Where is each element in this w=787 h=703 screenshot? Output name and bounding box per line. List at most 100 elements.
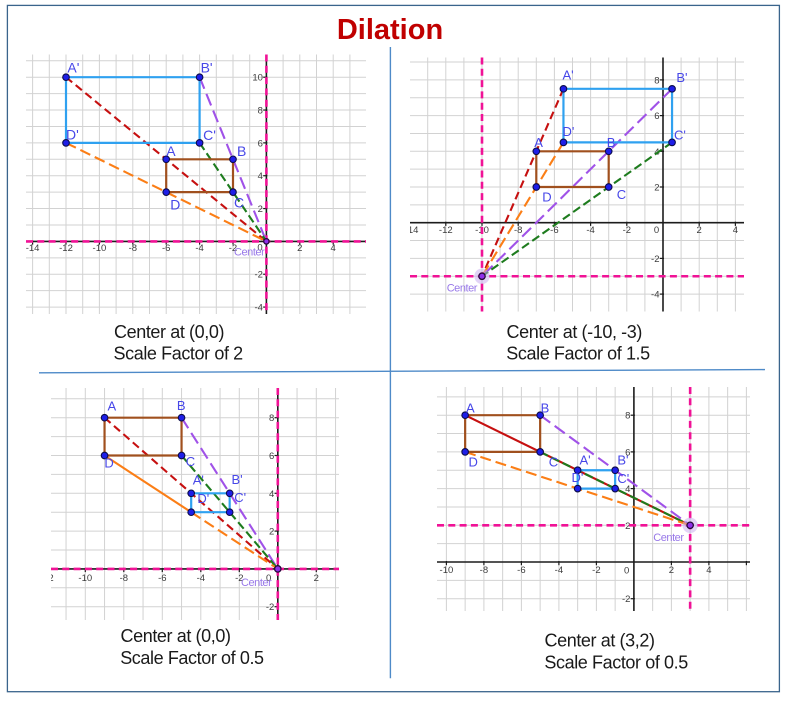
- svg-text:D': D': [197, 491, 209, 506]
- svg-text:-10: -10: [78, 573, 92, 584]
- svg-text:8: 8: [625, 411, 630, 422]
- svg-text:-10: -10: [93, 243, 107, 254]
- svg-text:B': B': [201, 60, 213, 76]
- svg-text:-6: -6: [550, 225, 558, 236]
- svg-text:-8: -8: [129, 243, 137, 254]
- svg-text:6: 6: [625, 447, 630, 458]
- svg-text:-8: -8: [480, 565, 488, 576]
- svg-text:6: 6: [654, 111, 659, 122]
- svg-text:4: 4: [258, 171, 263, 182]
- svg-text:4: 4: [733, 225, 738, 236]
- svg-text:-10: -10: [440, 565, 454, 576]
- svg-text:-4: -4: [651, 290, 659, 301]
- svg-text:-8: -8: [514, 225, 522, 236]
- svg-text:8: 8: [269, 413, 274, 424]
- svg-text:2: 2: [669, 565, 674, 576]
- svg-text:-2: -2: [592, 565, 600, 576]
- svg-text:C: C: [234, 195, 244, 211]
- svg-text:0: 0: [257, 243, 262, 254]
- svg-text:A': A': [67, 60, 79, 76]
- svg-text:2: 2: [697, 225, 702, 236]
- svg-text:-2: -2: [229, 243, 237, 254]
- svg-text:B': B': [231, 472, 242, 487]
- svg-text:4: 4: [625, 484, 630, 495]
- svg-text:A: A: [166, 143, 176, 159]
- svg-text:0: 0: [624, 565, 629, 576]
- svg-text:8: 8: [258, 106, 263, 117]
- svg-text:2: 2: [625, 521, 630, 532]
- svg-text:10: 10: [252, 73, 263, 84]
- svg-text:Scale Factor of 1.5: Scale Factor of 1.5: [506, 344, 650, 364]
- svg-text:4: 4: [706, 565, 711, 576]
- svg-text:2: 2: [654, 183, 659, 194]
- svg-text:-2: -2: [651, 254, 659, 265]
- svg-text:-2: -2: [622, 594, 630, 605]
- svg-text:-4: -4: [586, 225, 594, 236]
- svg-text:C: C: [186, 454, 195, 469]
- svg-text:C: C: [617, 187, 626, 202]
- svg-text:-6: -6: [517, 565, 525, 576]
- svg-text:Center at (0,0): Center at (0,0): [121, 626, 231, 646]
- svg-text:Center at (-10, -3): Center at (-10, -3): [507, 322, 642, 342]
- svg-text:2: 2: [269, 527, 274, 538]
- svg-text:A': A': [193, 473, 204, 488]
- svg-text:D: D: [104, 455, 113, 470]
- svg-text:D: D: [468, 454, 477, 469]
- svg-text:0: 0: [654, 225, 659, 236]
- svg-text:-4: -4: [195, 243, 203, 254]
- svg-text:4: 4: [269, 489, 274, 500]
- svg-text:2: 2: [314, 573, 319, 584]
- svg-text:-12: -12: [59, 243, 73, 254]
- svg-text:-4: -4: [254, 303, 262, 314]
- svg-text:Center: Center: [234, 247, 265, 259]
- svg-text:A: A: [534, 135, 543, 150]
- svg-text:-6: -6: [162, 243, 170, 254]
- svg-text:Center: Center: [447, 282, 478, 294]
- svg-text:A': A': [562, 67, 573, 82]
- svg-text:D: D: [542, 190, 551, 205]
- svg-text:B': B': [617, 452, 628, 467]
- svg-text:-2: -2: [254, 270, 262, 281]
- svg-text:A: A: [466, 400, 475, 415]
- svg-text:D': D': [571, 470, 583, 485]
- svg-text:Dilation: Dilation: [337, 14, 443, 46]
- svg-text:-8: -8: [120, 573, 128, 584]
- svg-text:C': C': [617, 471, 629, 486]
- svg-text:Scale Factor of 0.5: Scale Factor of 0.5: [120, 648, 264, 668]
- svg-text:2: 2: [258, 204, 263, 215]
- svg-text:8: 8: [654, 75, 659, 86]
- svg-text:D: D: [170, 197, 180, 213]
- svg-text:C': C': [674, 127, 686, 142]
- svg-text:-6: -6: [158, 573, 166, 584]
- svg-text:-2: -2: [623, 225, 631, 236]
- svg-text:-2: -2: [266, 602, 274, 613]
- svg-text:B: B: [177, 398, 186, 413]
- svg-text:A: A: [108, 398, 117, 413]
- svg-text:Center at (0,0): Center at (0,0): [114, 322, 224, 342]
- svg-text:0: 0: [266, 573, 271, 584]
- svg-text:D': D': [66, 126, 79, 142]
- svg-text:-4: -4: [197, 573, 205, 584]
- svg-text:Center: Center: [653, 532, 684, 544]
- svg-text:-4: -4: [555, 565, 563, 576]
- svg-text:-2: -2: [235, 573, 243, 584]
- svg-text:D': D': [562, 124, 574, 139]
- svg-text:-14: -14: [405, 225, 419, 236]
- svg-text:Center at (3,2): Center at (3,2): [545, 631, 655, 651]
- svg-text:B': B': [676, 70, 687, 85]
- svg-text:C': C': [203, 127, 216, 143]
- svg-text:C': C': [234, 490, 246, 505]
- svg-text:-12: -12: [40, 573, 54, 584]
- svg-text:C: C: [549, 454, 558, 469]
- svg-text:-14: -14: [26, 243, 40, 254]
- svg-text:Scale Factor of 0.5: Scale Factor of 0.5: [544, 653, 688, 673]
- svg-text:2: 2: [297, 243, 302, 254]
- svg-text:B: B: [541, 400, 550, 415]
- svg-text:B: B: [607, 135, 616, 150]
- svg-text:B: B: [237, 143, 246, 159]
- svg-text:6: 6: [258, 138, 263, 149]
- svg-text:Scale Factor of 2: Scale Factor of 2: [114, 344, 244, 364]
- svg-text:Center: Center: [241, 577, 272, 589]
- svg-text:4: 4: [331, 243, 336, 254]
- svg-text:A': A': [579, 452, 590, 467]
